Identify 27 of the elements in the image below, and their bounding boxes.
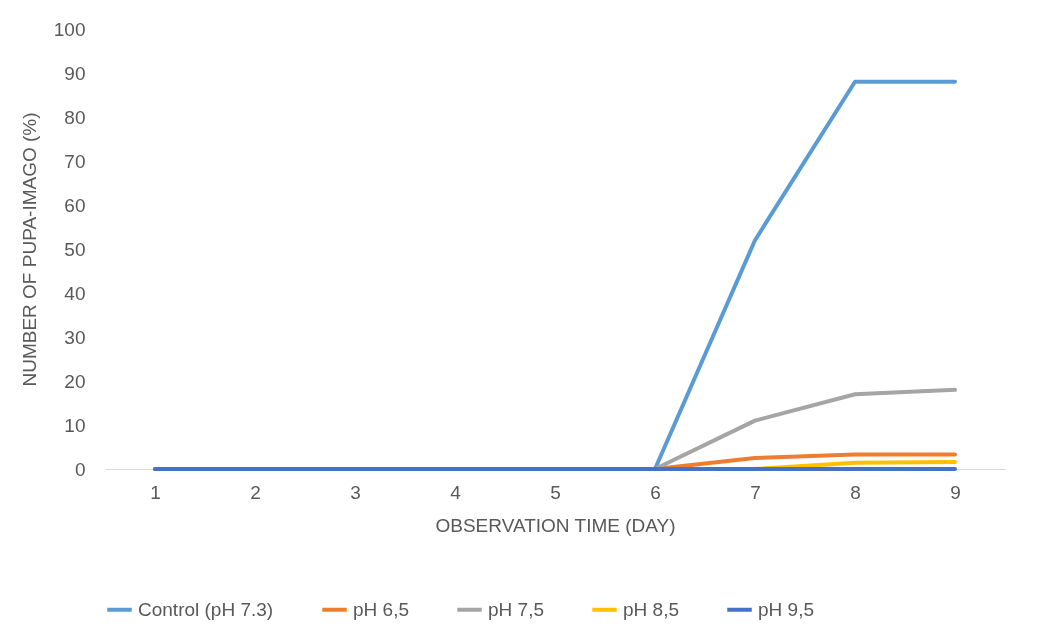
y-tick-label: 10 — [64, 414, 86, 436]
x-tick-label: 4 — [450, 481, 462, 503]
legend-label: Control (pH 7.3) — [138, 598, 274, 620]
x-tick-label: 3 — [350, 481, 361, 503]
x-tick-label: 5 — [550, 481, 561, 503]
y-tick-label: 100 — [53, 18, 86, 40]
y-tick-label: 70 — [64, 150, 86, 172]
y-tick-label: 30 — [64, 326, 86, 348]
y-axis-title: NUMBER OF PUPA-IMAGO (%) — [18, 112, 40, 387]
y-tick-label: 20 — [64, 370, 86, 392]
x-tick-label: 2 — [250, 481, 261, 503]
x-tick-label: 7 — [750, 481, 761, 503]
x-tick-label: 1 — [150, 481, 161, 503]
x-tick-label: 9 — [950, 481, 961, 503]
x-tick-label: 6 — [650, 481, 661, 503]
legend-label: pH 6,5 — [353, 598, 409, 620]
y-tick-label: 0 — [74, 458, 86, 480]
y-tick-label: 60 — [64, 194, 86, 216]
legend-label: pH 7,5 — [488, 598, 544, 620]
x-tick-label: 8 — [850, 481, 861, 503]
y-tick-label: 50 — [64, 238, 86, 260]
legend-label: pH 8,5 — [623, 598, 679, 620]
legend-label: pH 9,5 — [758, 598, 814, 620]
y-tick-label: 80 — [64, 106, 86, 128]
y-tick-label: 40 — [64, 282, 86, 304]
y-tick-label: 90 — [64, 62, 86, 84]
x-axis-title: OBSERVATION TIME (DAY) — [435, 514, 676, 536]
